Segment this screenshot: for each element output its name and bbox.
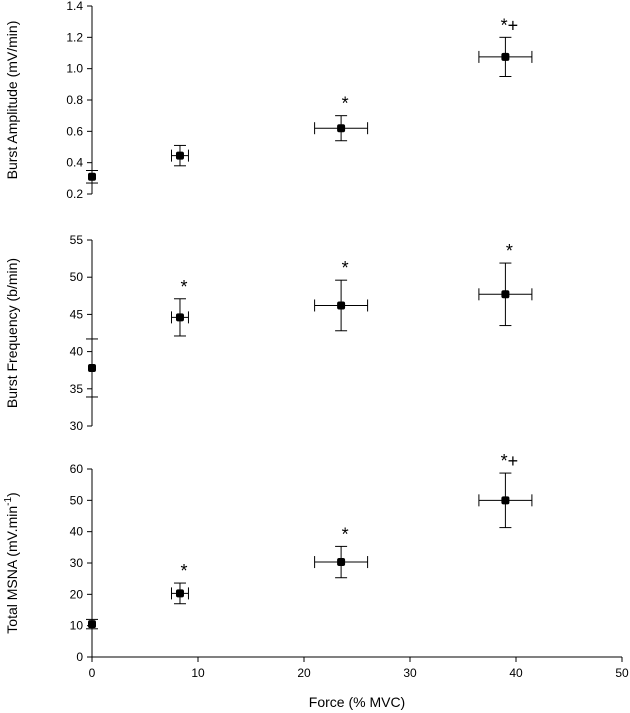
data-point: * xyxy=(478,241,533,327)
data-marker xyxy=(88,172,96,181)
y-tick-label: 30 xyxy=(70,556,84,570)
y-axis-title-text: Burst Amplitude (mV/min) xyxy=(4,21,20,180)
significance-label: * xyxy=(342,94,349,114)
significance-label: * xyxy=(180,561,187,581)
x-tick-label: 0 xyxy=(89,666,96,680)
y-tick-label: 1.2 xyxy=(66,30,83,44)
data-marker xyxy=(501,496,510,505)
y-tick-label: 35 xyxy=(70,382,84,396)
data-point: * xyxy=(314,524,369,579)
x-tick-label: 40 xyxy=(509,666,523,680)
y-tick-label: 0.6 xyxy=(66,124,83,138)
significance-label: *+ xyxy=(501,15,519,35)
x-tick-label: 50 xyxy=(615,666,629,680)
data-point: *+ xyxy=(478,451,533,529)
data-point: *+ xyxy=(478,15,533,77)
y-tick-label: 60 xyxy=(70,462,84,476)
data-marker xyxy=(175,151,184,160)
y-axis-title: Total MSNA (mV.min-1) xyxy=(3,492,20,633)
data-point xyxy=(171,144,189,167)
y-tick-label: 20 xyxy=(70,587,84,601)
data-marker xyxy=(337,124,346,133)
x-axis-title: Force (% MVC) xyxy=(309,694,405,710)
y-tick-label: 45 xyxy=(70,307,84,321)
y-tick-label: 40 xyxy=(70,345,84,359)
data-marker xyxy=(175,589,184,598)
significance-label: * xyxy=(180,277,187,297)
y-tick-label: 55 xyxy=(70,233,84,247)
y-axis-title-text: Total MSNA (mV.min xyxy=(4,506,20,634)
y-tick-label: 0.8 xyxy=(66,93,83,107)
x-tick-label: 30 xyxy=(403,666,417,680)
data-point: * xyxy=(171,277,189,337)
y-axis-title: Burst Frequency (b/min) xyxy=(4,258,20,408)
significance-label: * xyxy=(342,258,349,278)
y-tick-label: 1.4 xyxy=(66,0,83,13)
significance-label: *+ xyxy=(501,451,519,471)
y-axis-title-superscript: -1 xyxy=(3,497,14,506)
data-point: * xyxy=(171,561,189,605)
y-tick-label: 40 xyxy=(70,525,84,539)
panel-total-msna: 0 10 20 30 40 50 60 Total MSNA (mV.min-1) 0 10 20 3… xyxy=(3,451,629,710)
data-marker xyxy=(337,558,346,567)
data-marker xyxy=(88,620,96,629)
data-marker xyxy=(88,363,96,372)
x-tick-label: 20 xyxy=(297,666,311,680)
data-point: * xyxy=(314,94,369,142)
significance-label: * xyxy=(342,524,349,544)
y-axis-title-close: ) xyxy=(4,492,20,497)
significance-label: * xyxy=(506,241,513,261)
x-tick-label: 10 xyxy=(191,666,205,680)
data-marker xyxy=(501,52,510,61)
data-point: * xyxy=(314,258,369,332)
y-axis-title: Burst Amplitude (mV/min) xyxy=(4,21,20,180)
y-tick-label: 10 xyxy=(70,619,84,633)
y-tick-label: 0.2 xyxy=(66,187,83,201)
data-marker xyxy=(501,290,510,299)
y-tick-label: 50 xyxy=(70,493,84,507)
y-axis-title-text: Burst Frequency (b/min) xyxy=(4,258,20,408)
data-point xyxy=(86,618,98,630)
panel-burst-amplitude: 0.2 0.4 0.6 0.8 1.0 1.2 1.4 Burst Amplitude (mV… xyxy=(4,0,533,201)
data-point xyxy=(86,170,98,184)
y-tick-label: 50 xyxy=(70,270,84,284)
y-tick-label: 0 xyxy=(76,650,83,664)
panel-burst-frequency: 30 35 40 45 50 55 Burst Frequency (b/min) * * * xyxy=(4,233,533,433)
data-marker xyxy=(337,301,346,310)
data-marker xyxy=(175,313,184,322)
y-tick-label: 30 xyxy=(70,419,84,433)
y-tick-label: 1.0 xyxy=(66,62,83,76)
data-point xyxy=(86,338,98,398)
y-tick-label: 0.4 xyxy=(66,156,83,170)
